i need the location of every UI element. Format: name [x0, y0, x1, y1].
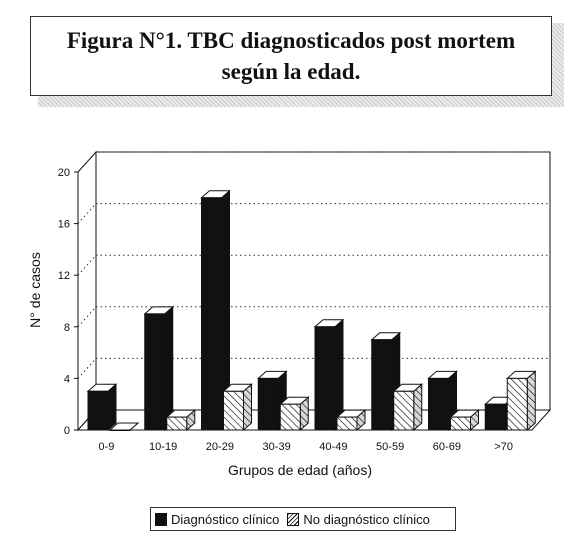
bar-diagnostico-front — [484, 403, 506, 431]
bar-no-diagnostico — [392, 383, 424, 432]
x-tick-label: 60-69 — [433, 441, 461, 453]
bar-diagnostico-front — [371, 339, 393, 431]
x-tick-label: >70 — [494, 441, 513, 453]
x-tick-label: 40-49 — [319, 441, 347, 453]
bar-no-diagnostico — [505, 370, 537, 432]
y-axis-ticks: 0 4 8 12 16 20 — [58, 167, 78, 437]
bar-no-diagnostico-front — [506, 377, 528, 431]
bar-no-diagnostico-side — [526, 370, 536, 432]
bar-no-diagnostico-front — [393, 390, 415, 431]
bar-diagnostico-front — [201, 197, 222, 431]
bar-no-diagnostico-front — [166, 416, 188, 431]
bar-no-diagnostico — [222, 383, 253, 432]
bar-no-diagnostico-front — [109, 429, 131, 431]
legend-swatch-diagnostico — [155, 512, 167, 526]
x-axis-label: Grupos de edad (años) — [228, 462, 372, 478]
bar-no-diagnostico — [278, 396, 310, 432]
x-axis-ticks: 0-9 10-19 20-29 30-39 40-49 50-59 60-69 >70 — [98, 441, 513, 453]
bar-no-diagnostico — [449, 408, 480, 432]
bar-diagnostico-front — [428, 377, 449, 431]
bar-diagnostico — [143, 305, 175, 432]
y-tick-label: 0 — [64, 425, 70, 437]
x-tick-label: 30-39 — [263, 441, 291, 453]
bar-no-diagnostico-side — [413, 383, 423, 432]
bar-no-diagnostico-front — [279, 403, 301, 431]
bar-no-diagnostico — [335, 408, 367, 432]
bar-no-diagnostico-front — [336, 416, 358, 431]
y-axis-label: N° de casos — [27, 252, 43, 328]
bar-diagnostico-front — [314, 326, 336, 431]
legend-label-diagnostico: Diagnóstico clínico — [171, 511, 280, 527]
bar-diagnostico-front — [87, 390, 109, 431]
gridlines — [77, 151, 550, 379]
x-tick-label: 10-19 — [149, 441, 177, 453]
figure-title-box: Figura N°1. TBC diagnosticados post mort… — [30, 16, 552, 96]
y-tick-label: 16 — [58, 219, 70, 231]
bar-diagnostico — [427, 370, 458, 432]
legend-label-no-diagnostico: No diagnóstico clínico — [303, 511, 430, 527]
chart-legend: Diagnóstico clínico No diagnóstico clíni… — [150, 507, 456, 531]
bar-no-diagnostico — [108, 422, 140, 431]
bar-diagnostico-front — [257, 377, 279, 431]
bar-diagnostico — [200, 189, 231, 432]
bar-diagnostico-front — [144, 313, 166, 431]
bar-diagnostico-side — [164, 305, 174, 432]
bar-diagnostico-side — [107, 383, 117, 432]
bar-no-diagnostico-front — [223, 390, 244, 431]
x-tick-label: 20-29 — [206, 441, 234, 453]
bar-no-diagnostico-side — [243, 383, 252, 432]
y-tick-label: 8 — [64, 322, 70, 334]
bar-no-diagnostico-front — [450, 416, 471, 431]
y-tick-label: 20 — [58, 167, 70, 179]
bar-no-diagnostico — [165, 408, 197, 432]
bar-diagnostico — [313, 318, 345, 432]
y-tick-label: 4 — [64, 373, 70, 385]
bars — [86, 189, 537, 432]
bar-chart: 0 4 8 12 16 20 0-9 10-19 20-29 30-39 40-49 50-59 60… — [27, 150, 552, 478]
legend-swatch-no-diagnostico — [287, 512, 300, 526]
x-tick-label: 50-59 — [376, 441, 404, 453]
bar-diagnostico — [86, 383, 118, 432]
y-tick-label: 12 — [58, 270, 70, 282]
figure-title: Figura N°1. TBC diagnosticados post mort… — [66, 27, 516, 84]
x-tick-label: 0-9 — [98, 441, 114, 453]
